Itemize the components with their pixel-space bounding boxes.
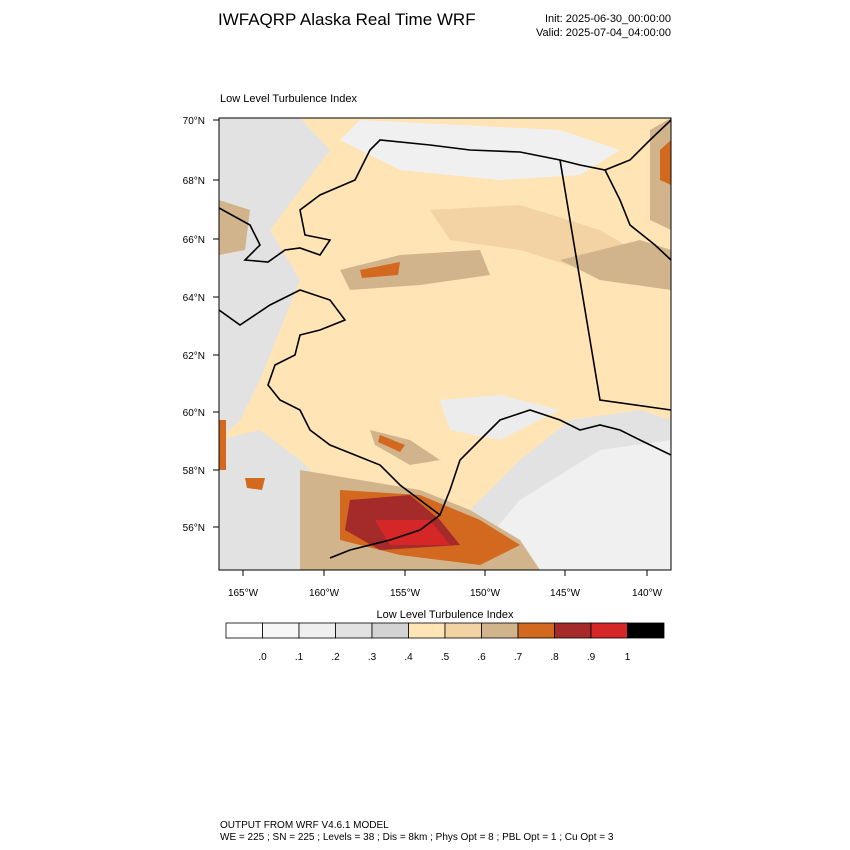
- lon-label: 140°W: [632, 588, 663, 599]
- lon-labels: 165°W 160°W 155°W 150°W 145°W 140°W: [228, 570, 663, 599]
- lat-label: 68°N: [183, 176, 205, 187]
- lat-label: 70°N: [183, 116, 205, 127]
- lon-label: 145°W: [550, 588, 581, 599]
- footer-line2: WE = 225 ; SN = 225 ; Levels = 38 ; Dis …: [220, 832, 614, 843]
- map-field: [219, 118, 671, 570]
- lat-label: 56°N: [183, 523, 205, 534]
- colorbar-box: [444, 622, 482, 639]
- lon-label: 160°W: [309, 588, 340, 599]
- init-time: Init: 2025-06-30_00:00:00: [545, 13, 671, 25]
- colorbar-box: [335, 622, 373, 639]
- lat-label: 66°N: [183, 235, 205, 246]
- colorbar-box: [590, 622, 628, 639]
- lon-label: 150°W: [470, 588, 501, 599]
- colorbar-label: 1: [625, 652, 631, 663]
- colorbar: .0 .1 .2 .3 .4 .5 .6 .7 .8 .9 1: [225, 622, 665, 663]
- main-title: IWFAQRP Alaska Real Time WRF: [218, 10, 476, 29]
- footer-line1: OUTPUT FROM WRF V4.6.1 MODEL: [220, 820, 389, 831]
- map-title: Low Level Turbulence Index: [220, 93, 357, 105]
- colorbar-label: .6: [477, 652, 486, 663]
- colorbar-label: .5: [441, 652, 450, 663]
- colorbar-label: .1: [295, 652, 304, 663]
- lon-label: 165°W: [228, 588, 259, 599]
- colorbar-label: .7: [514, 652, 523, 663]
- colorbar-box: [225, 622, 263, 639]
- colorbar-label: .2: [331, 652, 340, 663]
- lat-label: 64°N: [183, 293, 205, 304]
- colorbar-box: [481, 622, 519, 639]
- colorbar-label: .4: [404, 652, 413, 663]
- valid-time: Valid: 2025-07-04_04:00:00: [536, 27, 671, 39]
- colorbar-label: .3: [368, 652, 377, 663]
- colorbar-label: .0: [258, 652, 267, 663]
- colorbar-box: [627, 622, 665, 639]
- colorbar-label: .9: [587, 652, 596, 663]
- lat-label: 58°N: [183, 466, 205, 477]
- colorbar-title: Low Level Turbulence Index: [377, 609, 514, 621]
- colorbar-box: [371, 622, 409, 639]
- lon-label: 155°W: [390, 588, 421, 599]
- lat-label: 62°N: [183, 351, 205, 362]
- coastline: [219, 119, 671, 559]
- map-frame: [218, 117, 672, 571]
- colorbar-box: [262, 622, 300, 639]
- colorbar-label: .8: [550, 652, 559, 663]
- colorbar-box: [517, 622, 555, 639]
- lat-labels: 70°N 68°N 66°N 64°N 62°N 60°N 58°N 56°N: [183, 116, 219, 534]
- colorbar-box: [554, 622, 592, 639]
- lat-label: 60°N: [183, 408, 205, 419]
- colorbar-box: [298, 622, 336, 639]
- colorbar-box: [408, 622, 446, 639]
